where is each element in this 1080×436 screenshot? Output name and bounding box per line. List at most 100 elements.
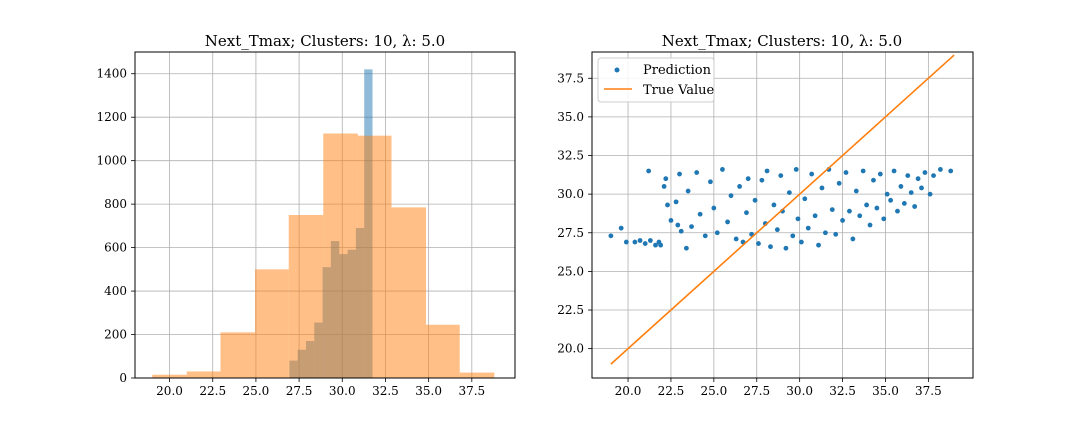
- scatter-panel: 20.0 22.5 25.0 27.5 30.0 32.5 35.0 37.5 20.0 22.5…: [557, 32, 974, 398]
- scatter-marks: [608, 54, 955, 365]
- histogram-xtick-label: 22.5: [199, 384, 226, 398]
- prediction-point: [678, 228, 684, 234]
- prediction-point: [658, 242, 664, 248]
- prediction-point: [737, 184, 742, 189]
- histogram-ticks: 20.0 22.5 25.0 27.5 30.0 32.5 35.0 37.5 0 200 400 6…: [96, 67, 485, 398]
- scatter-title: Next_Tmax; Clusters: 10, λ: 5.0: [662, 32, 902, 50]
- prediction-point: [809, 171, 815, 177]
- scatter-xtick-label: 27.5: [743, 384, 770, 398]
- prediction-point: [759, 177, 765, 183]
- scatter-axes-frame: [591, 51, 974, 379]
- prediction-point: [927, 191, 933, 197]
- scatter-ytick-label: 20.0: [557, 342, 584, 356]
- prediction-point: [819, 185, 825, 191]
- prediction-point: [786, 190, 792, 195]
- legend-prediction-label: Prediction: [643, 63, 712, 78]
- prediction-point: [919, 185, 924, 191]
- histogram-axes-frame: [134, 51, 516, 379]
- histogram-ytick-label: 800: [104, 197, 127, 211]
- histogram-xtick-label: 37.5: [458, 384, 485, 398]
- prediction-point: [884, 191, 890, 197]
- prediction-point: [850, 236, 856, 242]
- histogram-ytick-label: 1200: [96, 110, 127, 124]
- prediction-point: [802, 196, 808, 202]
- prediction-point: [661, 184, 667, 189]
- scatter-legend: Prediction True Value: [597, 57, 715, 103]
- histogram-panel: 20.0 22.5 25.0 27.5 30.0 32.5 35.0 37.5 0 200 400 6…: [96, 32, 516, 398]
- prediction-point: [860, 168, 866, 174]
- scatter-ytick-label: 25.0: [557, 264, 584, 278]
- prediction-point: [618, 225, 624, 231]
- prediction-point: [675, 222, 681, 228]
- prediction-point: [677, 171, 682, 177]
- histogram-bar-series-2: [255, 269, 289, 378]
- prediction-point: [697, 211, 703, 217]
- prediction-point: [708, 179, 713, 185]
- prediction-point: [795, 216, 801, 222]
- histogram-xtick-label: 32.5: [372, 384, 399, 398]
- scatter-xtick-label: 20.0: [615, 384, 642, 398]
- histogram-bar-series-2: [426, 324, 460, 378]
- prediction-point: [891, 168, 897, 174]
- prediction-point: [733, 236, 739, 242]
- histogram-ytick-label: 1400: [96, 67, 127, 81]
- histogram-bar-series-2: [288, 215, 324, 378]
- legend-box: [597, 57, 715, 103]
- prediction-point: [898, 184, 904, 189]
- histogram-ytick-label: 0: [119, 371, 127, 385]
- prediction-point: [877, 171, 883, 177]
- histogram-ytick-label: 1000: [96, 154, 127, 168]
- scatter-xtick-label: 35.0: [872, 384, 899, 398]
- histogram-bar-series-2: [186, 371, 221, 378]
- prediction-point: [752, 197, 758, 203]
- true-value-line: [610, 54, 955, 365]
- prediction-point: [853, 188, 859, 194]
- prediction-point: [623, 239, 629, 245]
- prediction-point: [915, 176, 921, 182]
- prediction-point: [783, 245, 789, 251]
- scatter-ytick-label: 27.5: [557, 226, 584, 240]
- scatter-xtick-label: 22.5: [658, 384, 685, 398]
- histogram-xtick-label: 20.0: [156, 384, 183, 398]
- prediction-point: [905, 173, 911, 179]
- prediction-point: [673, 199, 679, 205]
- histogram-bar-series-2: [152, 374, 187, 378]
- prediction-point: [632, 239, 638, 245]
- scatter-ytick-label: 32.5: [557, 149, 584, 163]
- histogram-bar-series-2: [357, 135, 392, 378]
- prediction-point: [937, 167, 943, 172]
- prediction-point: [728, 193, 734, 199]
- scatter-ytick-label: 37.5: [557, 71, 584, 85]
- prediction-point: [895, 208, 900, 214]
- prediction-point: [694, 170, 700, 175]
- prediction-point: [790, 233, 796, 239]
- histogram-ytick-label: 400: [104, 284, 127, 298]
- prediction-point: [857, 213, 863, 219]
- prediction-point: [683, 245, 689, 251]
- prediction-point: [805, 225, 811, 231]
- legend-true-value-label: True Value: [643, 83, 715, 98]
- prediction-point: [745, 176, 751, 182]
- prediction-point: [653, 242, 658, 248]
- scatter-ytick-label: 35.0: [557, 110, 584, 124]
- prediction-point: [711, 205, 717, 211]
- histogram-ytick-label: 200: [104, 328, 127, 342]
- scatter-xtick-label: 30.0: [786, 384, 813, 398]
- prediction-point: [812, 213, 818, 219]
- prediction-point: [756, 241, 761, 246]
- prediction-point: [836, 180, 842, 186]
- prediction-point: [931, 173, 936, 179]
- histogram-bars: [152, 69, 495, 379]
- prediction-point: [768, 244, 773, 250]
- prediction-point: [901, 201, 907, 206]
- prediction-point: [637, 238, 643, 243]
- prediction-point: [840, 218, 845, 223]
- prediction-point: [816, 242, 821, 248]
- scatter-ticks: 20.0 22.5 25.0 27.5 30.0 32.5 35.0 37.5 20.0 22.5…: [557, 71, 941, 398]
- prediction-point: [771, 202, 777, 208]
- prediction-point: [714, 230, 720, 236]
- prediction-point: [647, 238, 653, 243]
- prediction-point: [823, 230, 828, 236]
